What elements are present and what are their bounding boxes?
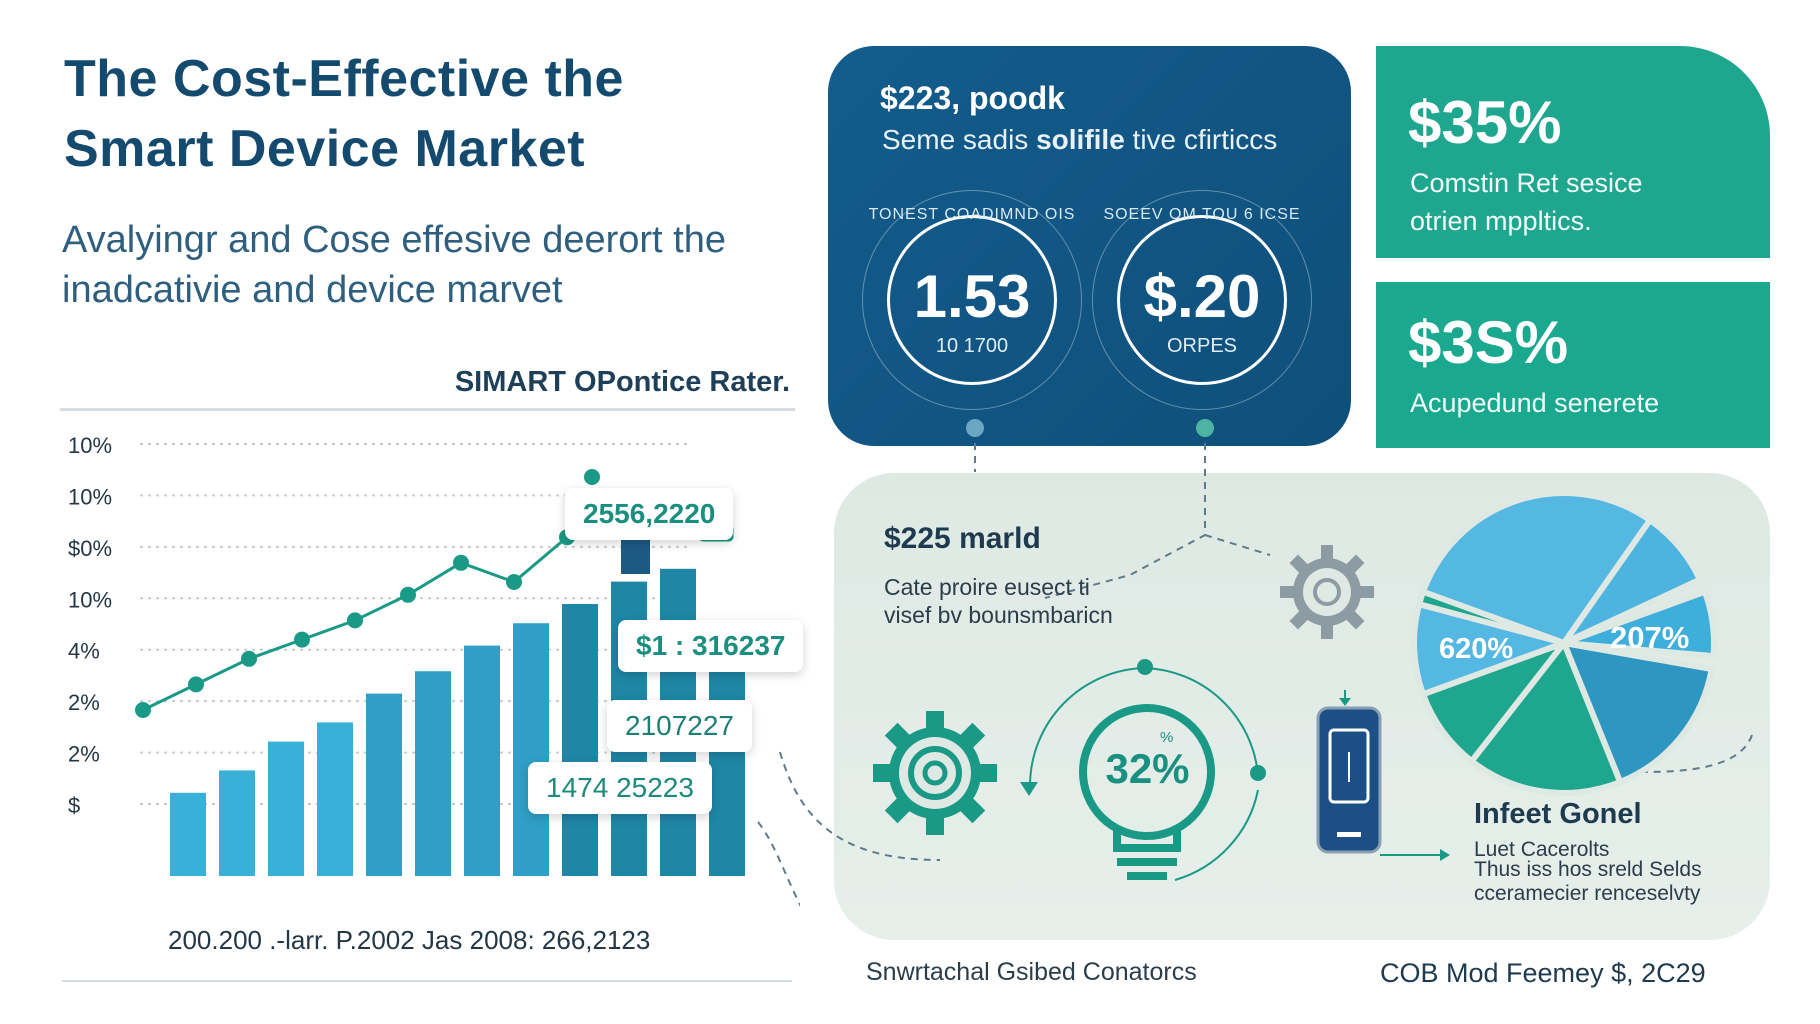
trend-point (188, 676, 204, 693)
trend-point (135, 702, 151, 718)
ring-outline-2 (1092, 190, 1312, 410)
pie-label-2: 207% (1610, 620, 1690, 655)
pie-slice-207 (1559, 639, 1716, 786)
chart-title: SIMART OPontice Rater. (454, 366, 790, 398)
bar (709, 658, 745, 876)
blue-card-subtitle-part: Seme sadis (882, 124, 1037, 155)
chart-divider (60, 408, 795, 411)
pie-slice-620 (1415, 490, 1655, 647)
bar (317, 722, 353, 876)
chart-bottom-divider (62, 980, 792, 982)
green-card-2-value: $3S% (1408, 309, 1569, 376)
blue-card-title: $223, poodk (880, 80, 1065, 116)
blue-card-subtitle-bold: solifile (1036, 124, 1125, 155)
green-card-1-value: $35% (1408, 89, 1562, 156)
legend-line-1: Luet Cacerolts (1474, 838, 1610, 861)
y-tick-label: 10% (68, 587, 112, 612)
trend-point (506, 574, 522, 590)
y-tick-label: 2% (68, 690, 100, 715)
bulb-small-label: % (1160, 729, 1174, 746)
settings-gear-icon (873, 711, 997, 835)
page-title: The Cost-Effective the Smart Device Mark… (64, 50, 624, 178)
ring-1 (887, 215, 1057, 385)
pie-slice-bottom (1419, 636, 1573, 766)
green-stat-card-2 (1376, 282, 1770, 448)
trend-point (347, 612, 363, 629)
trend-point (241, 650, 257, 667)
ring-2-sub: ORPES (1166, 335, 1238, 357)
bar (219, 770, 255, 876)
y-axis-labels: 10% 10% $0% 10% 4% 2% 2% $ (68, 433, 112, 818)
y-tick-label: 2% (68, 742, 100, 767)
chart-callout-4: 1474 25223 (528, 762, 712, 814)
trend-line-series (135, 469, 800, 907)
panel-heading: $225 marld (884, 522, 1041, 555)
ring-1-arc-text: TONEST COADIMND OIS (868, 206, 1076, 223)
bar (464, 645, 500, 876)
bar (562, 604, 598, 876)
bar (513, 623, 549, 876)
y-tick-label: 4% (68, 639, 100, 664)
y-tick-label: $0% (68, 536, 112, 561)
green-card-1-text-2: otrien mppltics. (1410, 206, 1592, 236)
legend-text: Luet Cacerolts Thus iss hos sreld Selds … (1474, 838, 1754, 905)
pie-slice-small-1 (1555, 515, 1704, 651)
callout-connector (757, 821, 800, 907)
green-card-1-text-1: Comstin Ret sesice (1410, 168, 1643, 198)
connector-dot-1 (966, 419, 984, 437)
ring-outline-1 (862, 190, 1082, 410)
ring-1-sub: 10 1700 (935, 335, 1009, 357)
trend-point (584, 469, 600, 485)
gear-icon (1280, 545, 1374, 639)
connector-dot-2 (1196, 419, 1214, 437)
legend-line-3: cceramecier renceselvty (1474, 882, 1701, 905)
footer-left-text: Snwrtachal Gsibed Conatorcs (866, 958, 1197, 986)
bar (268, 741, 304, 876)
chart-callout-2: $1 : 316237 (618, 620, 804, 672)
legend-line-2: Thus iss hos sreld Selds (1474, 858, 1702, 881)
chart-callout-3: 2107227 (607, 700, 753, 752)
blue-card-subtitle-tail: tive cfirticcs (1124, 124, 1278, 155)
ring-2-arc-text: SOEEV OM TOU 6 ICSE (1103, 206, 1301, 223)
legend-title: Infeet Gonel (1474, 798, 1642, 830)
blue-card-subtitle: Seme sadis solifile tive cfirticcs (882, 124, 1277, 156)
trend-line (142, 497, 621, 712)
bar-line-chart: 10% 10% $0% 10% 4% 2% 2% $ (68, 433, 800, 907)
pie-slice-small-2 (1562, 587, 1717, 660)
bar (366, 693, 402, 876)
pie-chart (1411, 490, 1717, 796)
bar (170, 792, 206, 876)
bulb-percentage: 32% (1105, 745, 1190, 792)
trend-point (453, 554, 469, 571)
ring-2 (1117, 215, 1287, 385)
lightbulb-icon (1020, 659, 1266, 881)
smartphone-icon (1316, 690, 1450, 861)
chart-callout-1: 2556,2220 (565, 488, 734, 540)
panel-text: Cate proire eusect ti visef bv bounsmbar… (884, 574, 1113, 628)
y-tick-label: $ (68, 793, 80, 818)
ring-1-value: 1.53 (913, 263, 1031, 330)
bar (415, 671, 451, 876)
y-tick-label: 10% (68, 433, 112, 458)
trend-point (400, 586, 416, 603)
pie-label-1: 620% (1439, 633, 1514, 665)
page-subtitle: Avalyingr and Cose effesive deerort the … (62, 219, 726, 311)
ring-2-value: $.20 (1143, 263, 1261, 330)
green-stat-card-1 (1376, 46, 1770, 258)
footer-right-text: COB Mod Feemey $, 2C29 (1380, 958, 1706, 988)
green-card-2-text: Acupedund senerete (1410, 388, 1660, 418)
trend-point (294, 631, 310, 648)
x-axis-caption: 200.200 .-larr. P.2002 Jas 2008: 266,212… (168, 925, 651, 955)
y-tick-label: 10% (68, 484, 112, 509)
